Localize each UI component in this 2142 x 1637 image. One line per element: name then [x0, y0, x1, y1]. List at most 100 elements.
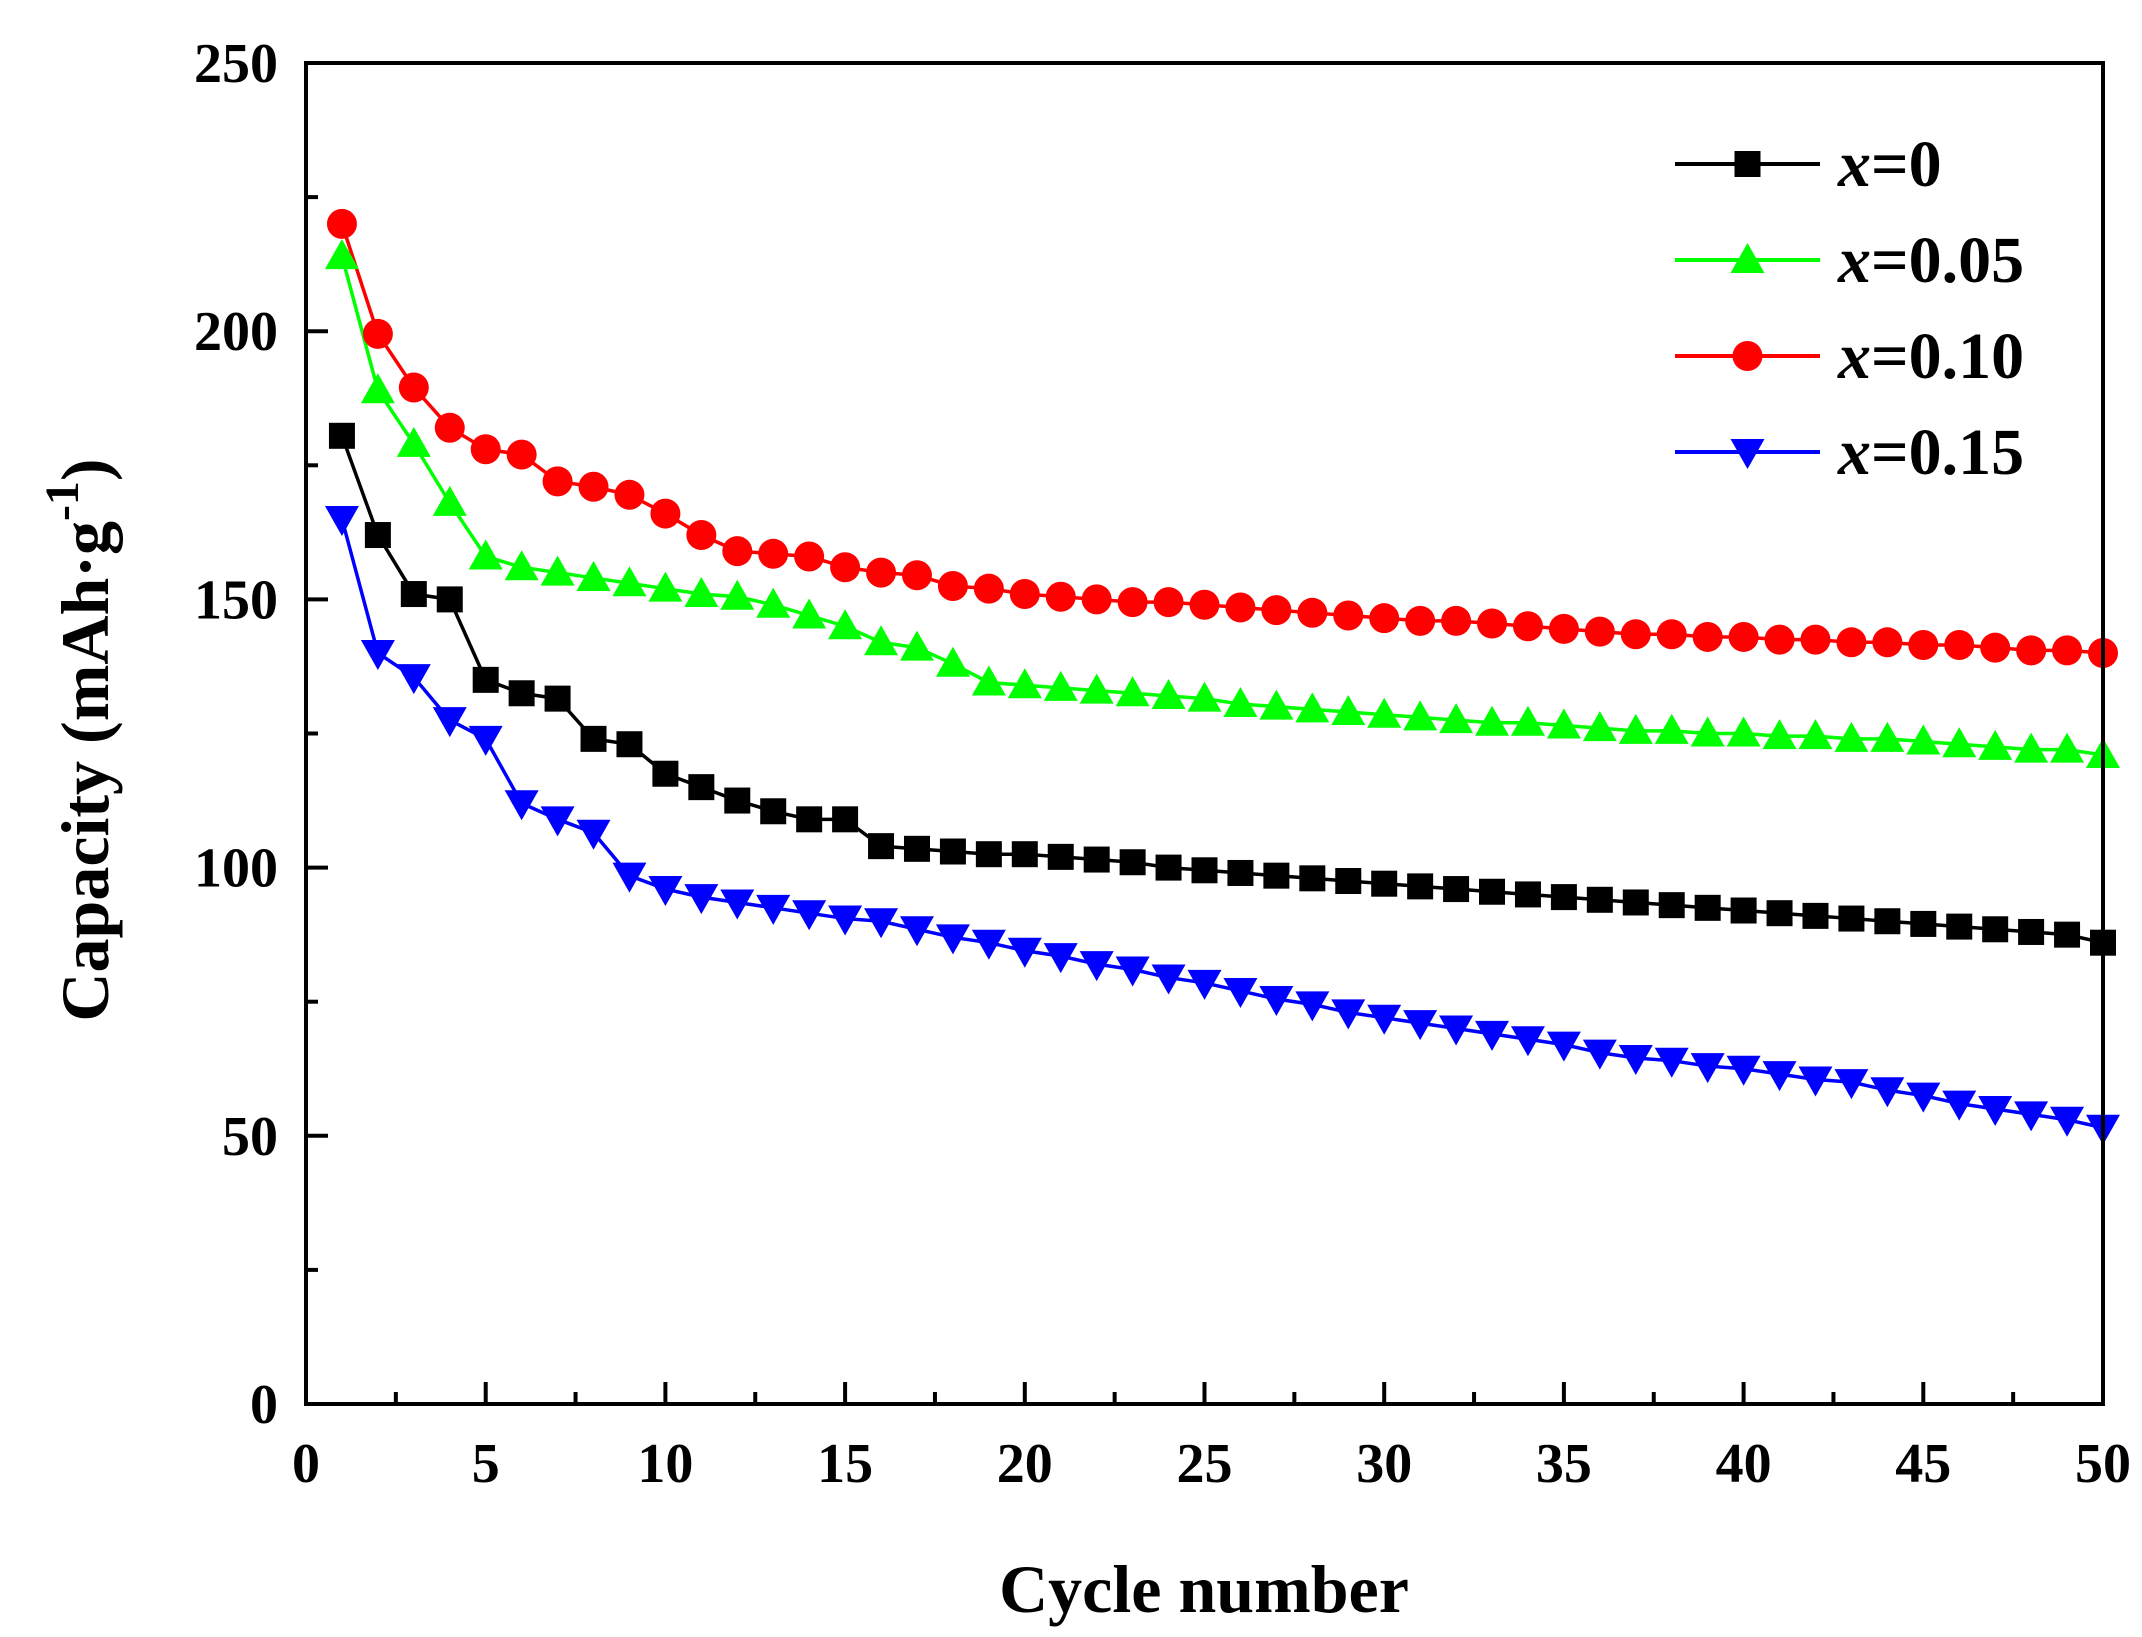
legend-label: x=0.10	[1837, 320, 2024, 393]
series-0-05-point	[864, 625, 899, 656]
legend-label-value: =0	[1871, 128, 1942, 201]
series-0-point	[1838, 905, 1865, 932]
series-0-15-point	[1510, 1026, 1545, 1057]
series-0-point	[724, 787, 751, 814]
series-0-15-point	[971, 929, 1006, 960]
legend-marker	[1734, 151, 1761, 177]
series-0-05-point	[1295, 692, 1330, 723]
series-0-15-point	[1762, 1061, 1797, 1092]
series-0-10-point	[1189, 589, 1220, 620]
x-tick-label: 50	[2075, 1433, 2131, 1495]
series-0-point	[1550, 884, 1577, 911]
series-0-05-point	[1115, 676, 1150, 707]
series-0-10-point	[434, 412, 465, 443]
series-0-10-point	[937, 570, 968, 601]
series-0-10-point	[1548, 613, 1579, 644]
series-0-10-point	[1153, 587, 1184, 618]
series-0-point	[1119, 849, 1146, 876]
series-0-point	[975, 841, 1002, 868]
legend-label-variable: x	[1837, 416, 1871, 489]
legend-marker	[1732, 341, 1763, 371]
series-0-10-point	[758, 538, 789, 569]
series-0-point	[903, 835, 930, 862]
series-0-05-point	[2050, 732, 2085, 763]
series-0-point	[436, 586, 463, 613]
y-tick-label: 150	[194, 569, 278, 631]
series-0-15-point	[1259, 986, 1294, 1017]
series-0-15-point	[396, 664, 431, 695]
series-0-point	[1910, 910, 1937, 937]
series-0-15-point	[756, 894, 791, 925]
axis-tick-labels: 0 5 10 15 20 25 30 35 40 45 50 0 50 100 150 200 250	[194, 33, 2131, 1495]
series-0-10-point	[1980, 632, 2011, 663]
series-0-15-point	[1870, 1077, 1905, 1108]
series-0-point	[868, 833, 895, 860]
series-0-15-point	[1834, 1069, 1869, 1100]
series-0-10-point	[1297, 597, 1328, 628]
series-0-05-points	[324, 239, 2120, 768]
series-0-point	[1982, 916, 2009, 943]
series-0-10-point	[362, 318, 393, 349]
series-0-10-point	[973, 573, 1004, 604]
series-0-15-point	[1367, 1004, 1402, 1035]
series-0-10-point	[1333, 600, 1364, 631]
series-0-05-point	[1223, 686, 1258, 717]
series-0-10-point	[1872, 627, 1903, 658]
series-0-10-point	[1656, 619, 1687, 650]
series-0-05-point	[1367, 697, 1402, 728]
series-0-15-point	[504, 790, 539, 821]
y-axis-title-main: Capacity (mAh·g	[47, 521, 123, 1022]
series-0-05-point	[1187, 681, 1222, 712]
series-0-point	[1407, 873, 1434, 900]
series-0-05-point	[1510, 705, 1545, 736]
series-0-point	[939, 838, 966, 865]
series-0-10-point	[686, 520, 717, 551]
series-0-point	[1586, 886, 1613, 913]
series-0-15-point	[1187, 969, 1222, 1000]
series-0-point	[1011, 841, 1038, 868]
series-0-05-point	[504, 550, 539, 581]
series-0-05-point	[1798, 719, 1833, 750]
x-tick-label: 30	[1356, 1433, 1412, 1495]
series-0-15-point	[1331, 999, 1366, 1030]
series-0-05-point	[1403, 700, 1438, 731]
legend-label: x=0.05	[1837, 224, 2024, 297]
series-0-15-points	[324, 505, 2120, 1145]
series-0-10-points	[326, 208, 2118, 669]
y-axis-title: Capacity (mAh·g-1)	[36, 458, 123, 1021]
series-0-05-point	[396, 426, 431, 457]
y-axis-title-superscript: -1	[36, 481, 89, 521]
series-0-point	[1371, 870, 1398, 897]
series-0-05-point	[432, 485, 467, 516]
series-0-05-point	[612, 566, 647, 597]
series-0-15-point	[1690, 1053, 1725, 1084]
series-0-10-point	[1692, 621, 1723, 652]
series-0-15-point	[1546, 1031, 1581, 1062]
series-0-05-point	[1546, 708, 1581, 739]
plot-frame	[304, 61, 2105, 1406]
legend-label-value: =0.05	[1871, 224, 2024, 297]
series-0-05-point	[1259, 689, 1294, 720]
series-0-10-point	[794, 541, 825, 572]
series-0-15-point	[935, 924, 970, 955]
series-0-10-point	[470, 434, 501, 465]
series-0-05-point	[1690, 716, 1725, 747]
legend-entry-0-15: x=0.15	[1675, 416, 2024, 489]
x-tick-label: 0	[292, 1433, 320, 1495]
series-0-point	[1227, 859, 1254, 886]
series-0-05-point	[1043, 670, 1078, 701]
series-0-10-point	[542, 466, 573, 497]
series-0-05-point	[360, 373, 395, 404]
series-0-10-point	[1441, 605, 1472, 636]
series-0-point	[1766, 900, 1793, 927]
series-0-10-point	[830, 552, 861, 583]
series-0-10-point	[1477, 608, 1508, 639]
legend-label: x=0.15	[1837, 416, 2024, 489]
series-0-10-point	[1405, 605, 1436, 636]
series-0-point	[580, 725, 607, 752]
x-tick-label: 45	[1895, 1433, 1951, 1495]
series-0-10-point	[1117, 587, 1148, 618]
series-0-point	[1730, 897, 1757, 924]
series-0-point	[2054, 921, 2081, 948]
